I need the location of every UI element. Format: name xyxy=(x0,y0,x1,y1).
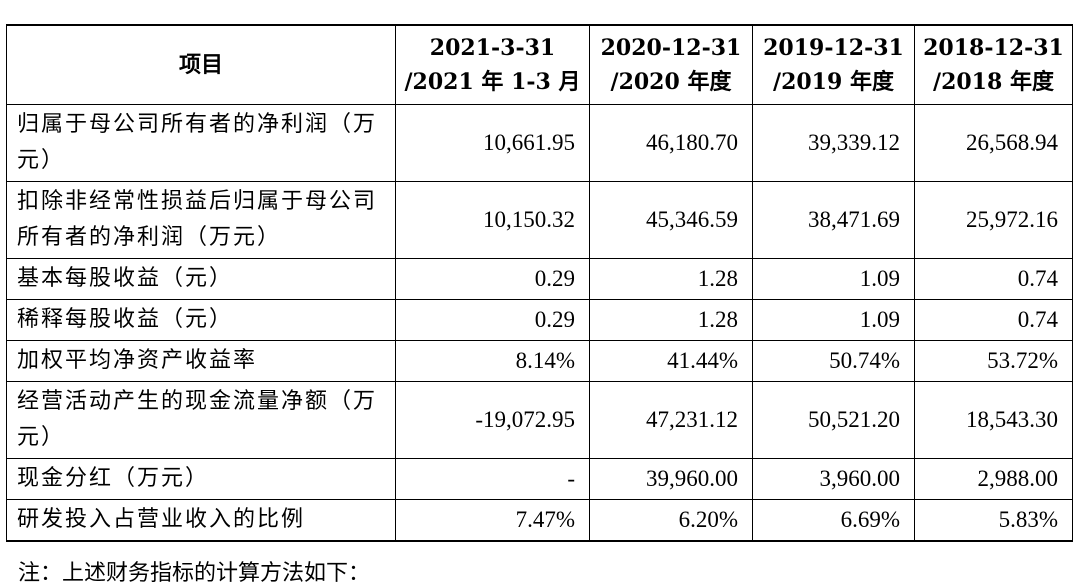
cell-value: 2,988.00 xyxy=(914,458,1073,500)
cell-value: 41.44% xyxy=(589,340,753,382)
row-label: 研发投入占营业收入的比例 xyxy=(6,499,396,542)
header-period-span: /2018 年度 xyxy=(933,69,1054,95)
footnote: 注：上述财务指标的计算方法如下： xyxy=(18,561,371,586)
cell-value: 47,231.12 xyxy=(589,381,753,459)
row-label: 稀释每股收益（元） xyxy=(6,299,396,341)
financial-indicators-table: 项目 2021-3-31 /2021 年 1-3 月 2020-12-31 /2… xyxy=(6,24,1073,542)
row-label: 归属于母公司所有者的净利润（万元） xyxy=(6,104,396,182)
cell-value: 50,521.20 xyxy=(752,381,915,459)
cell-value: 1.28 xyxy=(589,258,753,300)
cell-value: 0.74 xyxy=(914,299,1073,341)
cell-value: - xyxy=(395,458,590,500)
cell-value: 0.29 xyxy=(395,299,590,341)
cell-value: 25,972.16 xyxy=(914,181,1073,259)
row-label: 现金分红（万元） xyxy=(6,458,396,500)
header-period-span: /2021 年 1-3 月 xyxy=(404,69,581,95)
cell-value: 46,180.70 xyxy=(589,104,753,182)
table-row: 归属于母公司所有者的净利润（万元） 10,661.95 46,180.70 39… xyxy=(6,104,1073,182)
row-label: 经营活动产生的现金流量净额（万元） xyxy=(6,381,396,459)
header-period-span: /2019 年度 xyxy=(773,69,894,95)
header-period-date: 2021-3-31 xyxy=(429,35,556,61)
header-period-2021q1: 2021-3-31 /2021 年 1-3 月 xyxy=(395,24,590,105)
header-period-2020: 2020-12-31 /2020 年度 xyxy=(589,24,753,105)
table-row: 研发投入占营业收入的比例 7.47% 6.20% 6.69% 5.83% xyxy=(6,499,1073,542)
cell-value: 26,568.94 xyxy=(914,104,1073,182)
table-row: 加权平均净资产收益率 8.14% 41.44% 50.74% 53.72% xyxy=(6,340,1073,382)
cell-value: 18,543.30 xyxy=(914,381,1073,459)
cell-value: 6.20% xyxy=(589,499,753,542)
cell-value: 10,661.95 xyxy=(395,104,590,182)
row-label: 基本每股收益（元） xyxy=(6,258,396,300)
header-item: 项目 xyxy=(6,24,396,105)
header-period-date: 2019-12-31 xyxy=(763,35,904,61)
cell-value: 38,471.69 xyxy=(752,181,915,259)
cell-value: 1.09 xyxy=(752,258,915,300)
table-row: 基本每股收益（元） 0.29 1.28 1.09 0.74 xyxy=(6,258,1073,300)
table-row: 现金分红（万元） - 39,960.00 3,960.00 2,988.00 xyxy=(6,458,1073,500)
header-period-date: 2018-12-31 xyxy=(923,35,1064,61)
cell-value: 1.28 xyxy=(589,299,753,341)
table-header-row: 项目 2021-3-31 /2021 年 1-3 月 2020-12-31 /2… xyxy=(6,24,1073,105)
header-period-2018: 2018-12-31 /2018 年度 xyxy=(914,24,1073,105)
cell-value: 10,150.32 xyxy=(395,181,590,259)
cell-value: 45,346.59 xyxy=(589,181,753,259)
cell-value: -19,072.95 xyxy=(395,381,590,459)
header-period-2019: 2019-12-31 /2019 年度 xyxy=(752,24,915,105)
header-period-date: 2020-12-31 xyxy=(600,35,742,61)
cell-value: 0.29 xyxy=(395,258,590,300)
cell-value: 53.72% xyxy=(914,340,1073,382)
table-row: 扣除非经常性损益后归属于母公司所有者的净利润（万元） 10,150.32 45,… xyxy=(6,181,1073,259)
cell-value: 7.47% xyxy=(395,499,590,542)
cell-value: 1.09 xyxy=(752,299,915,341)
cell-value: 0.74 xyxy=(914,258,1073,300)
table-row: 稀释每股收益（元） 0.29 1.28 1.09 0.74 xyxy=(6,299,1073,341)
row-label: 加权平均净资产收益率 xyxy=(6,340,396,382)
table-row: 经营活动产生的现金流量净额（万元） -19,072.95 47,231.12 5… xyxy=(6,381,1073,459)
cell-value: 39,960.00 xyxy=(589,458,753,500)
cell-value: 6.69% xyxy=(752,499,915,542)
cell-value: 3,960.00 xyxy=(752,458,915,500)
cell-value: 50.74% xyxy=(752,340,915,382)
cell-value: 39,339.12 xyxy=(752,104,915,182)
header-period-span: /2020 年度 xyxy=(610,69,732,95)
cell-value: 8.14% xyxy=(395,340,590,382)
cell-value: 5.83% xyxy=(914,499,1073,542)
row-label: 扣除非经常性损益后归属于母公司所有者的净利润（万元） xyxy=(6,181,396,259)
